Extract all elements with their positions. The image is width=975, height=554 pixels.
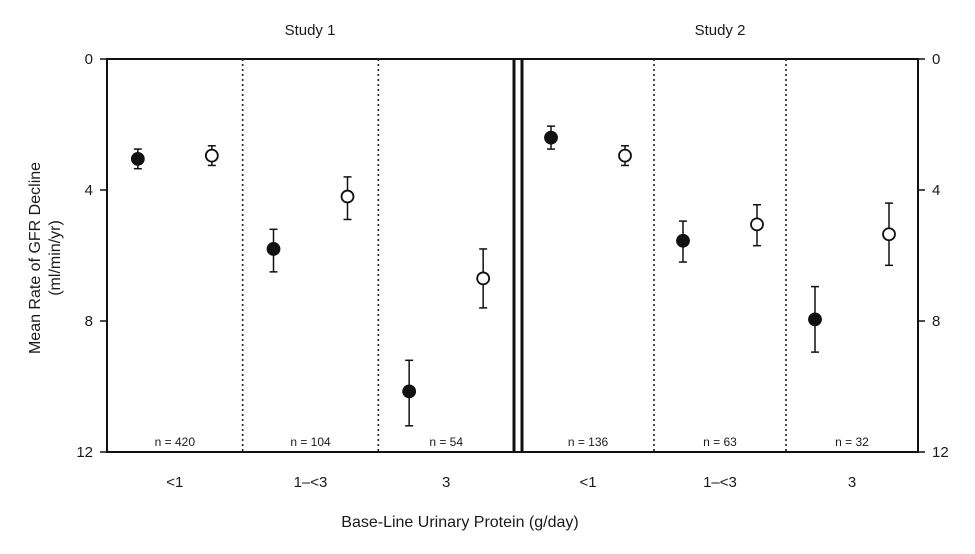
- sample-size-label: n = 63: [703, 435, 737, 449]
- x-category-label: <1: [166, 474, 183, 491]
- data-point-filled: [266, 242, 281, 256]
- data-point-open: [882, 227, 896, 242]
- x-category-label: 1–<3: [703, 474, 737, 491]
- data-point-open: [750, 217, 764, 232]
- sample-size-label: n = 420: [155, 435, 196, 449]
- chart-text: Study 1 Study 2 Base-Line Urinary Protei…: [27, 22, 949, 531]
- sample-size-label: n = 54: [429, 435, 463, 449]
- sample-size-label: n = 32: [835, 435, 869, 449]
- sample-size-label: n = 136: [568, 435, 609, 449]
- y-tick-label-right: 8: [932, 313, 940, 330]
- y-tick-label-left: 0: [85, 51, 93, 68]
- data-point-open: [340, 189, 355, 204]
- data-point-open: [204, 148, 219, 163]
- x-axis-title: Base-Line Urinary Protein (g/day): [341, 514, 578, 531]
- data-point-filled: [676, 233, 690, 248]
- data-point-filled: [544, 130, 558, 145]
- y-tick-label-right: 12: [932, 444, 949, 461]
- y-tick-label-left: 8: [85, 313, 93, 330]
- x-category-label: 3: [442, 474, 450, 491]
- data-point-open: [618, 148, 632, 163]
- y-tick-label-right: 4: [932, 182, 940, 199]
- y-axis-title-line1: Mean Rate of GFR Decline: [27, 162, 44, 354]
- x-category-label: 1–<3: [294, 474, 328, 491]
- study-2-title: Study 2: [695, 22, 746, 39]
- y-tick-label-left: 12: [76, 444, 93, 461]
- y-tick-label-left: 4: [85, 182, 93, 199]
- study-1-title: Study 1: [285, 22, 336, 39]
- y-axis-title-line2: (ml/min/yr): [47, 220, 64, 296]
- data-point-filled: [130, 151, 145, 166]
- x-category-label: 3: [848, 474, 856, 491]
- x-category-label: <1: [579, 474, 596, 491]
- data-point-open: [476, 271, 491, 286]
- y-tick-label-right: 0: [932, 51, 940, 68]
- data-point-filled: [402, 384, 417, 399]
- sample-size-label: n = 104: [290, 435, 331, 449]
- data-marks: [130, 125, 896, 427]
- group-dividers: [241, 59, 787, 452]
- data-point-filled: [808, 312, 822, 327]
